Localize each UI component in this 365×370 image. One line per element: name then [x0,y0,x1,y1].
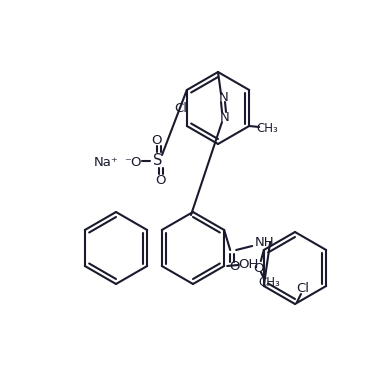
Text: Na⁺: Na⁺ [94,155,118,168]
Text: O: O [229,259,239,272]
Text: NH: NH [254,235,274,249]
Text: O: O [155,174,165,186]
Text: O: O [254,262,264,275]
Text: CH₃: CH₃ [256,121,278,135]
Text: OH: OH [238,258,258,270]
Text: S: S [153,152,163,168]
Text: O: O [151,134,161,147]
Text: Cl: Cl [296,282,310,295]
Text: ⁻O: ⁻O [124,155,142,168]
Text: Cl: Cl [174,101,187,114]
Text: CH₃: CH₃ [258,276,280,289]
Text: N: N [220,111,230,124]
Text: N: N [219,91,229,104]
